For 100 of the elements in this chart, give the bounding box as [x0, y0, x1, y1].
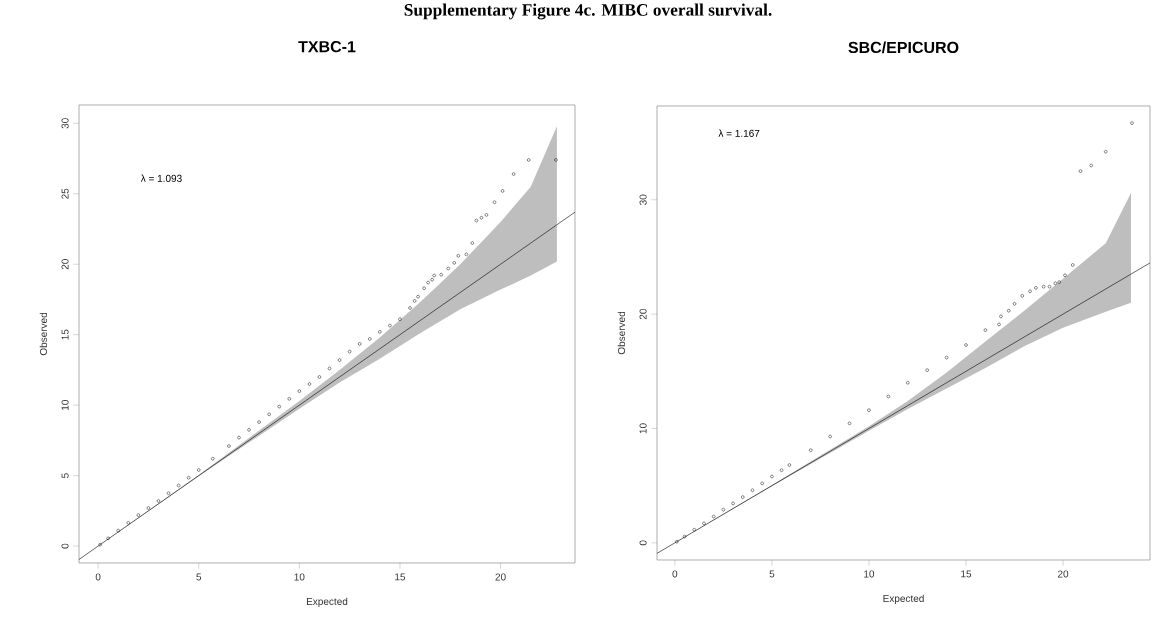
point: [847, 421, 852, 426]
point: [176, 483, 181, 488]
x-tick-label: 15: [395, 573, 406, 581]
point: [378, 330, 382, 334]
y-tick-label: 20: [639, 308, 647, 320]
y-tick-label: 30: [61, 118, 69, 129]
point: [1104, 150, 1108, 154]
point: [257, 420, 261, 424]
point: [554, 158, 558, 162]
point: [211, 457, 215, 461]
point: [156, 499, 161, 503]
point: [731, 501, 735, 506]
point: [126, 521, 131, 525]
point: [277, 404, 281, 409]
point: [267, 412, 271, 417]
point: [983, 328, 988, 332]
y-tick-label: 30: [639, 194, 647, 205]
point: [166, 491, 171, 495]
point: [479, 216, 484, 220]
point: [809, 448, 813, 452]
point: [416, 294, 420, 299]
point: [426, 280, 430, 285]
point: [692, 527, 696, 532]
point: [408, 306, 412, 310]
point: [682, 534, 687, 539]
chart-title: TXBC-1: [298, 40, 356, 53]
point: [412, 299, 417, 303]
x-axis-title: Expected: [883, 594, 924, 604]
point: [1057, 280, 1061, 284]
point: [999, 314, 1003, 319]
x-tick-label: 0: [95, 573, 101, 581]
point: [1020, 294, 1024, 298]
point: [307, 382, 312, 386]
y-tick-label: 0: [61, 543, 69, 549]
annotation: λ = 1.167: [718, 129, 760, 137]
point: [327, 366, 332, 371]
point: [721, 507, 726, 512]
point: [702, 521, 706, 526]
point: [317, 375, 322, 379]
point: [867, 408, 871, 412]
x-tick-label: 5: [769, 570, 775, 578]
point: [944, 355, 949, 360]
point: [750, 488, 755, 492]
point: [1053, 281, 1057, 285]
point: [432, 273, 436, 278]
point: [500, 189, 505, 193]
point: [287, 397, 291, 401]
x-tick-label: 20: [495, 573, 506, 581]
point: [456, 254, 460, 258]
chart-title: SBC/EPICURO: [848, 41, 959, 54]
point: [925, 368, 929, 372]
point: [1034, 286, 1038, 290]
point: [484, 213, 489, 217]
y-tick-label: 10: [61, 400, 69, 410]
point: [1063, 273, 1067, 277]
point: [446, 266, 450, 271]
y-tick-label: 10: [639, 423, 647, 434]
point: [787, 463, 792, 467]
x-tick-label: 10: [864, 570, 875, 578]
point: [98, 542, 102, 547]
text: Supplementary Figure 4c. MIBC overall survival.: [404, 3, 772, 20]
point: [247, 428, 251, 432]
point: [1028, 289, 1032, 293]
point: [1130, 121, 1134, 125]
point: [136, 513, 141, 517]
point: [1012, 302, 1017, 306]
point: [227, 444, 231, 448]
point: [527, 158, 531, 162]
point: [1089, 163, 1093, 168]
point: [675, 540, 679, 544]
y-tick-label: 5: [61, 473, 69, 479]
y-axis-title: Observed: [39, 312, 48, 356]
y-tick-label: 25: [61, 188, 69, 199]
point: [997, 322, 1001, 327]
point: [470, 241, 475, 245]
point: [1007, 309, 1011, 313]
point: [741, 495, 745, 499]
point: [368, 337, 372, 341]
point: [1041, 284, 1046, 289]
point: [116, 528, 120, 533]
point: [760, 481, 764, 486]
point: [964, 343, 968, 347]
point: [357, 342, 362, 346]
point: [464, 252, 469, 257]
point: [398, 317, 402, 321]
point: [197, 468, 201, 472]
point: [237, 435, 241, 440]
point: [146, 506, 151, 510]
point: [388, 323, 392, 328]
point: [422, 286, 426, 290]
point: [347, 349, 352, 354]
point: [886, 394, 891, 399]
x-tick-label: 10: [294, 573, 305, 581]
point: [906, 381, 910, 385]
point: [779, 468, 784, 472]
point: [828, 434, 832, 439]
y-tick-label: 0: [639, 540, 647, 546]
point: [337, 358, 342, 362]
x-tick-label: 5: [196, 573, 202, 581]
point: [511, 172, 516, 176]
